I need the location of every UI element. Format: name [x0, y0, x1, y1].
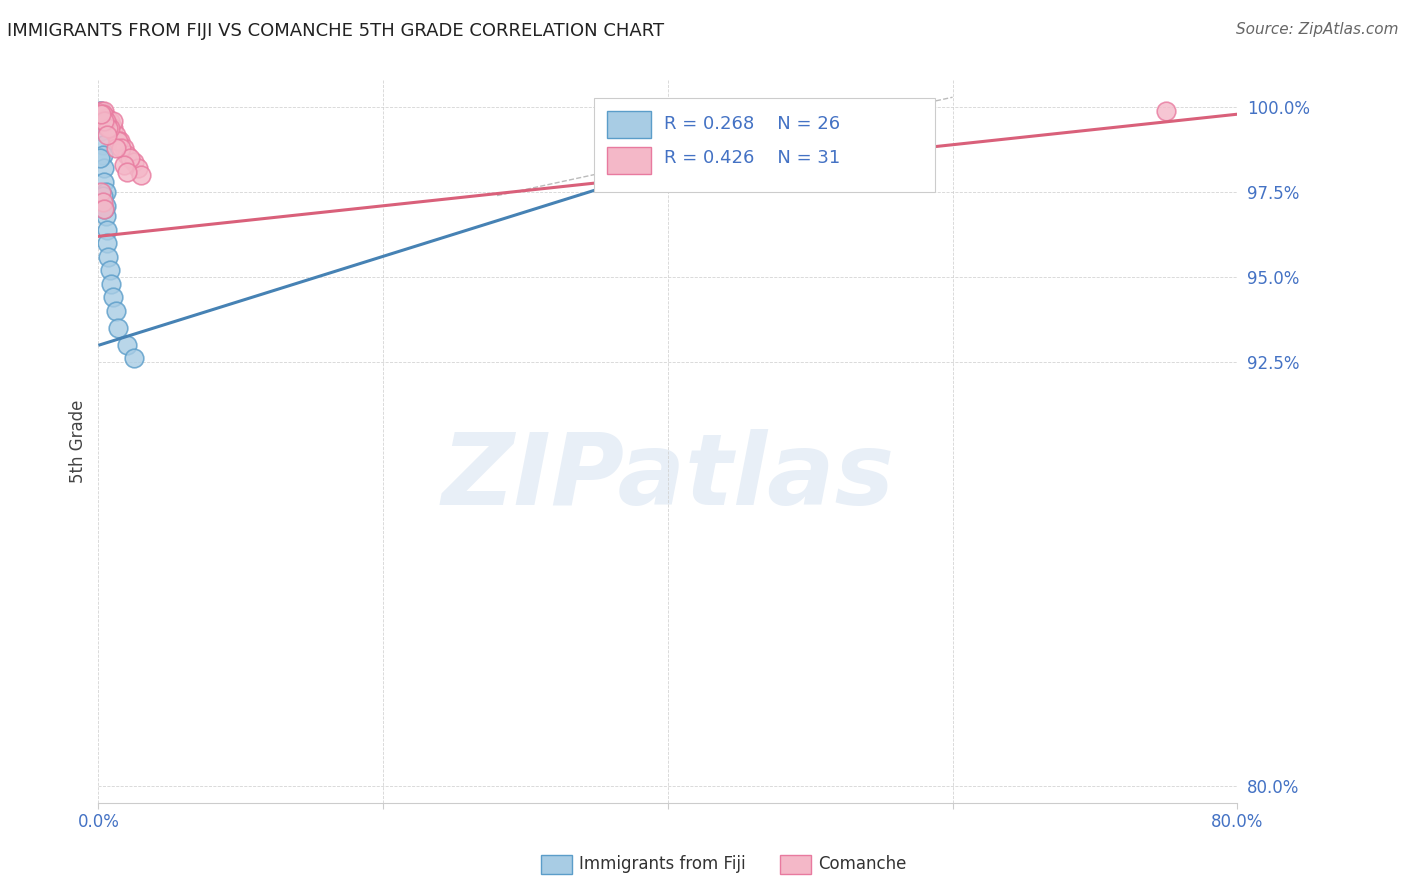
Point: [628, 103, 651, 118]
Point: [93, 202, 115, 217]
Point: [98, 114, 121, 128]
FancyBboxPatch shape: [593, 98, 935, 193]
Point: [104, 304, 127, 318]
Point: [108, 134, 131, 148]
Point: [100, 277, 122, 291]
Point: [91, 137, 114, 152]
Point: [97, 120, 120, 135]
Text: IMMIGRANTS FROM FIJI VS COMANCHE 5TH GRADE CORRELATION CHART: IMMIGRANTS FROM FIJI VS COMANCHE 5TH GRA…: [7, 22, 664, 40]
Point: [93, 175, 115, 189]
Point: [96, 111, 118, 125]
Point: [93, 114, 115, 128]
Point: [129, 168, 152, 182]
Point: [91, 188, 114, 202]
Point: [122, 154, 145, 169]
Point: [90, 103, 112, 118]
Point: [101, 120, 124, 135]
Point: [94, 199, 117, 213]
Point: [98, 120, 121, 135]
Point: [104, 141, 127, 155]
Point: [101, 290, 124, 304]
Bar: [607, 147, 651, 174]
Point: [96, 222, 118, 236]
Point: [89, 103, 111, 118]
Point: [93, 161, 115, 176]
Point: [118, 151, 141, 165]
Text: R = 0.426    N = 31: R = 0.426 N = 31: [665, 149, 841, 168]
Point: [90, 103, 112, 118]
Point: [89, 151, 111, 165]
Point: [115, 165, 138, 179]
Bar: [607, 111, 651, 138]
Point: [90, 107, 112, 121]
Point: [90, 124, 112, 138]
Point: [122, 351, 145, 366]
Point: [94, 114, 117, 128]
Text: ZIPatlas: ZIPatlas: [441, 429, 894, 526]
Point: [107, 321, 129, 335]
Point: [91, 195, 114, 210]
Text: Immigrants from Fiji: Immigrants from Fiji: [579, 855, 747, 873]
Point: [94, 185, 117, 199]
Text: R = 0.268    N = 26: R = 0.268 N = 26: [665, 115, 841, 133]
Point: [97, 250, 120, 264]
Point: [628, 103, 651, 118]
Text: Comanche: Comanche: [818, 855, 907, 873]
Point: [107, 134, 129, 148]
Point: [96, 236, 118, 251]
Point: [89, 117, 111, 131]
Point: [91, 148, 114, 162]
Point: [91, 107, 114, 121]
Text: Source: ZipAtlas.com: Source: ZipAtlas.com: [1236, 22, 1399, 37]
Point: [1154, 103, 1177, 118]
Point: [96, 128, 118, 142]
Point: [94, 209, 117, 223]
Point: [101, 114, 124, 128]
Point: [104, 128, 127, 142]
Point: [112, 141, 135, 155]
Point: [98, 263, 121, 277]
Point: [93, 202, 115, 217]
Point: [93, 103, 115, 118]
Point: [110, 141, 132, 155]
Point: [90, 185, 112, 199]
Y-axis label: 5th Grade: 5th Grade: [69, 400, 87, 483]
Point: [112, 158, 135, 172]
Point: [127, 161, 149, 176]
Point: [115, 338, 138, 352]
Point: [115, 148, 138, 162]
Point: [685, 103, 707, 118]
